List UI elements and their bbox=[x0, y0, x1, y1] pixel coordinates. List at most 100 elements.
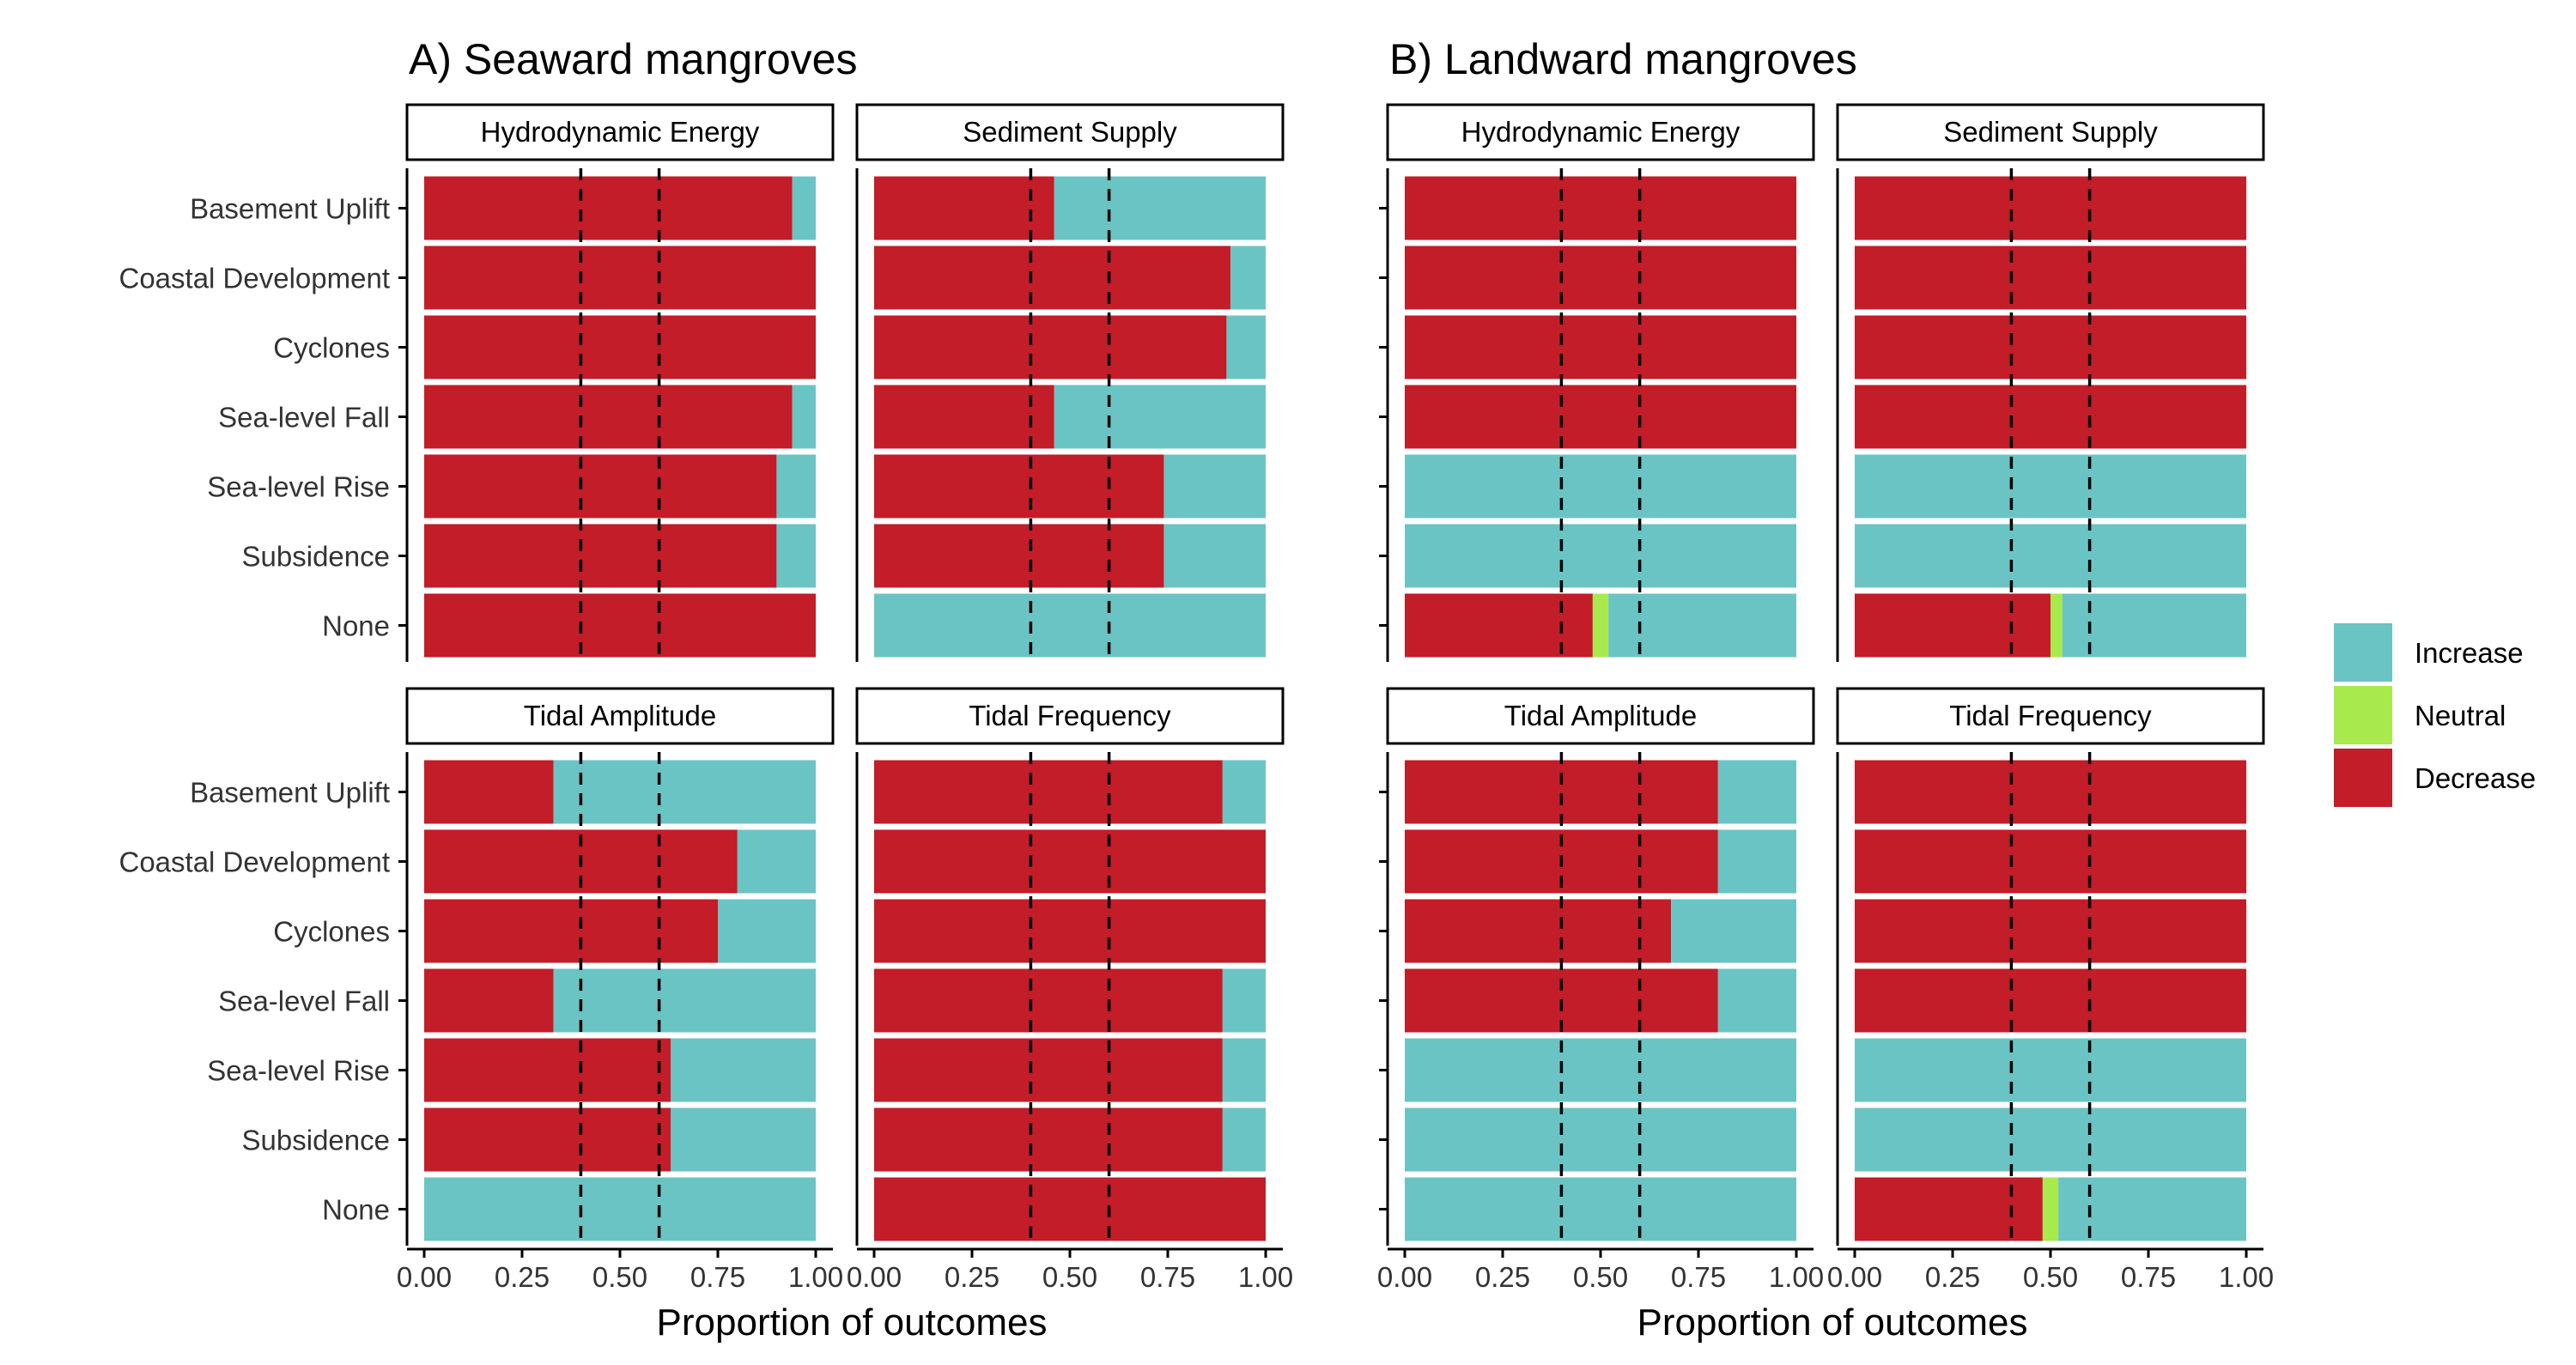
x-tick-label: 1.00 bbox=[1238, 1261, 1293, 1293]
facet-strip bbox=[1386, 687, 1815, 745]
bar-segment-increase bbox=[1855, 524, 2246, 588]
bar-segment-increase bbox=[1163, 524, 1266, 588]
bar-segment-decrease bbox=[424, 593, 816, 658]
bar-segment-decrease bbox=[424, 176, 793, 240]
x-tick-label: 1.00 bbox=[1769, 1261, 1824, 1293]
bar-segment-increase bbox=[1855, 1038, 2246, 1102]
bar-segment-increase bbox=[1855, 1107, 2246, 1172]
bar-segment-increase bbox=[553, 968, 816, 1033]
bar-segment-increase bbox=[1405, 1177, 1796, 1241]
bar-segment-decrease bbox=[1855, 968, 2246, 1033]
bar-segment-decrease bbox=[424, 760, 554, 824]
bar-segment-increase bbox=[1226, 315, 1266, 379]
x-tick-label: 0.00 bbox=[1827, 1261, 1882, 1293]
facet-label: Tidal Amplitude bbox=[1504, 700, 1697, 731]
bar-segment-decrease bbox=[424, 1107, 671, 1172]
y-tick-label: None bbox=[322, 1194, 390, 1226]
x-tick-label: 0.50 bbox=[1573, 1261, 1628, 1293]
x-tick-label: 0.75 bbox=[2121, 1261, 2176, 1293]
y-tick-label: Cyclones bbox=[273, 332, 390, 364]
bar-segment-decrease bbox=[1855, 829, 2246, 894]
bar-segment-decrease bbox=[424, 1038, 671, 1102]
bar-segment-decrease bbox=[1405, 593, 1593, 658]
y-tick-label: Subsidence bbox=[242, 1125, 390, 1156]
bar-segment-decrease bbox=[1855, 176, 2246, 240]
legend-label-increase: Increase bbox=[2415, 637, 2524, 669]
x-tick-label: 0.00 bbox=[1377, 1261, 1432, 1293]
bar-segment-decrease bbox=[1405, 315, 1796, 379]
bar-segment-decrease bbox=[874, 1038, 1223, 1102]
bar-segment-increase bbox=[776, 454, 816, 519]
bar-segment-increase bbox=[2062, 593, 2246, 658]
bar-segment-decrease bbox=[1405, 760, 1718, 824]
bar-segment-decrease bbox=[424, 899, 718, 963]
bar-segment-increase bbox=[1222, 968, 1266, 1033]
y-tick-label: Basement Uplift bbox=[190, 777, 390, 809]
bar-segment-decrease bbox=[424, 968, 554, 1033]
bar-segment-increase bbox=[1717, 968, 1796, 1033]
y-tick-label: Coastal Development bbox=[119, 846, 391, 878]
x-tick-label: 1.00 bbox=[788, 1261, 843, 1293]
bar-segment-increase bbox=[874, 593, 1266, 658]
bar-segment-decrease bbox=[424, 385, 793, 449]
bar-segment-decrease bbox=[874, 315, 1227, 379]
bar-segment-increase bbox=[1717, 760, 1796, 824]
bar-segment-decrease bbox=[874, 385, 1054, 449]
legend-label-decrease: Decrease bbox=[2415, 762, 2536, 794]
bar-segment-increase bbox=[1855, 454, 2246, 519]
bar-segment-decrease bbox=[874, 176, 1054, 240]
bar-segment-increase bbox=[1222, 1107, 1266, 1172]
group-title: A) Seaward mangroves bbox=[409, 35, 857, 83]
x-axis-title: Proportion of outcomes bbox=[657, 1301, 1048, 1344]
x-tick-label: 0.00 bbox=[847, 1261, 902, 1293]
bar-segment-increase bbox=[424, 1177, 816, 1241]
bar-segment-increase bbox=[792, 176, 816, 240]
x-axis-title: Proportion of outcomes bbox=[1637, 1301, 2028, 1344]
plot-layer: A) Seaward mangroves Hydrodynamic Energy B… bbox=[119, 35, 2537, 1344]
bar-segment-decrease bbox=[424, 246, 816, 310]
bar-segment-increase bbox=[2058, 1177, 2246, 1241]
bar-segment-decrease bbox=[874, 1107, 1223, 1172]
bar-segment-increase bbox=[1222, 1038, 1266, 1102]
x-tick-label: 0.75 bbox=[690, 1261, 745, 1293]
bar-segment-increase bbox=[1717, 829, 1796, 894]
bar-segment-decrease bbox=[874, 1177, 1266, 1241]
legend-swatch-decrease bbox=[2334, 749, 2392, 807]
bar-segment-decrease bbox=[874, 899, 1266, 963]
bar-segment-decrease bbox=[874, 829, 1266, 894]
facet-label: Tidal Frequency bbox=[1949, 700, 2152, 731]
facet-label: Hydrodynamic Energy bbox=[481, 116, 760, 148]
bar-segment-decrease bbox=[1405, 246, 1796, 310]
y-tick-label: Cyclones bbox=[273, 916, 390, 948]
bar-segment-neutral bbox=[2042, 1177, 2059, 1241]
y-tick-label: Subsidence bbox=[242, 541, 390, 573]
x-tick-label: 0.75 bbox=[1140, 1261, 1195, 1293]
bar-segment-decrease bbox=[1405, 385, 1796, 449]
facet-label: Sediment Supply bbox=[963, 116, 1177, 148]
facet-label: Tidal Frequency bbox=[969, 700, 1171, 731]
bar-segment-decrease bbox=[1855, 1177, 2043, 1241]
y-tick-label: None bbox=[322, 610, 390, 642]
y-tick-label: Sea-level Rise bbox=[207, 471, 390, 503]
facet-strip bbox=[855, 103, 1285, 161]
bar-segment-decrease bbox=[424, 524, 777, 588]
bar-segment-increase bbox=[1405, 454, 1796, 519]
bar-segment-decrease bbox=[1855, 593, 2050, 658]
facet-label: Sediment Supply bbox=[1943, 116, 2158, 148]
group-title: B) Landward mangroves bbox=[1389, 35, 1857, 83]
bar-segment-increase bbox=[1054, 176, 1266, 240]
facet-strip bbox=[1836, 103, 2265, 161]
x-tick-label: 1.00 bbox=[2219, 1261, 2274, 1293]
x-tick-label: 0.25 bbox=[1925, 1261, 1980, 1293]
bar-segment-increase bbox=[671, 1107, 816, 1172]
bar-segment-increase bbox=[1222, 760, 1266, 824]
x-tick-label: 0.25 bbox=[495, 1261, 550, 1293]
y-tick-label: Sea-level Fall bbox=[218, 402, 390, 434]
x-tick-label: 0.50 bbox=[1042, 1261, 1097, 1293]
bar-segment-decrease bbox=[874, 760, 1223, 824]
legend-swatch-neutral bbox=[2334, 686, 2392, 744]
x-tick-label: 0.50 bbox=[2023, 1261, 2078, 1293]
bar-segment-increase bbox=[776, 524, 816, 588]
facet-strip bbox=[405, 687, 835, 745]
